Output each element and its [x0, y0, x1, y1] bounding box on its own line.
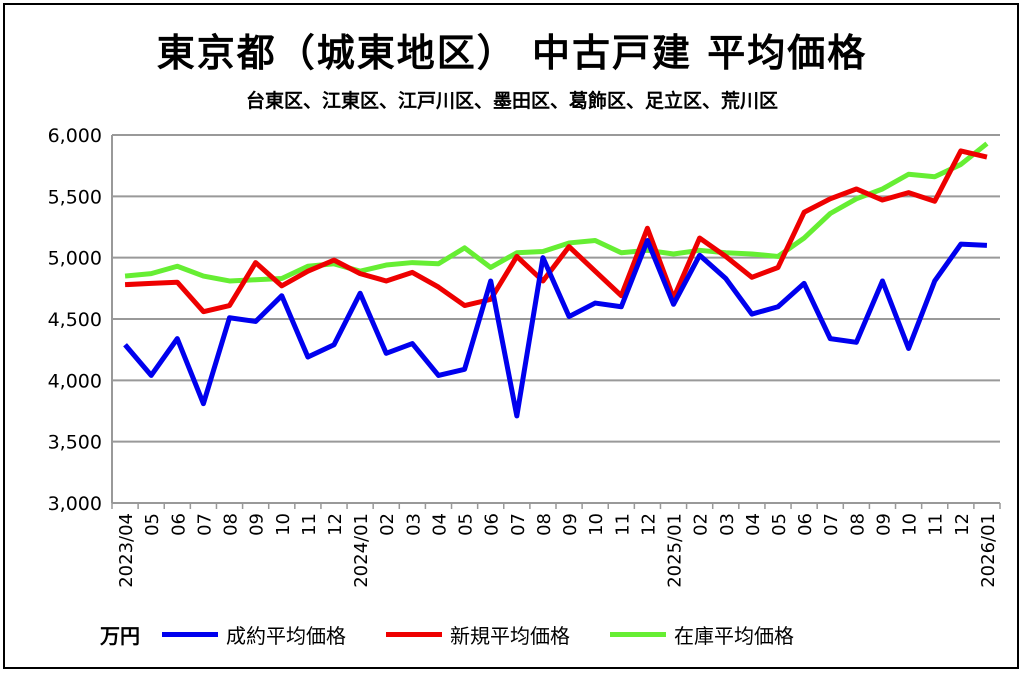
x-tick-label: 11: [926, 513, 947, 536]
x-tick-label: 10: [273, 513, 294, 536]
x-tick-label: 2026/01: [978, 513, 999, 588]
x-tick-label: 04: [429, 513, 450, 536]
x-tick-label: 07: [508, 513, 529, 536]
x-tick-label: 2025/01: [665, 513, 686, 588]
x-tick-label: 05: [456, 513, 477, 536]
y-tick-label: 4,500: [48, 309, 102, 331]
legend-item-contract: 成約平均価格: [162, 620, 346, 649]
x-tick-label: 09: [873, 513, 894, 536]
x-tick-label: 12: [638, 513, 659, 536]
legend-item-new: 新規平均価格: [386, 620, 570, 649]
x-tick-label: 06: [168, 513, 189, 536]
legend-swatch: [386, 632, 442, 637]
legend-swatch: [610, 632, 666, 637]
series-line-0: [123, 237, 988, 419]
chart-title: 東京都（城東地区） 中古戸建 平均価格: [156, 31, 868, 75]
x-tick-label: 09: [560, 513, 581, 536]
legend: 万円 成約平均価格 新規平均価格 在庫平均価格: [100, 620, 834, 649]
x-tick-label: 05: [769, 513, 790, 536]
x-tick-label: 11: [299, 513, 320, 536]
chart-subtitle: 台東区、江東区、江戸川区、墨田区、葛飾区、足立区、荒川区: [245, 90, 778, 112]
x-tick-label: 07: [194, 513, 215, 536]
x-tick-label: 06: [482, 513, 503, 536]
x-tick-label: 08: [221, 513, 242, 536]
x-tick-label: 10: [900, 513, 921, 536]
x-tick-label: 07: [821, 513, 842, 536]
x-tick-label: 04: [743, 513, 764, 536]
y-tick-label: 3,500: [48, 432, 102, 454]
x-tick-label: 10: [586, 513, 607, 536]
x-tick-label: 05: [142, 513, 163, 536]
x-tick-label: 2023/04: [116, 513, 137, 588]
y-tick-label: 3,000: [48, 493, 102, 515]
chart-frame: [3, 3, 1019, 669]
x-tick-label: 08: [847, 513, 868, 536]
x-tick-label: 12: [325, 513, 346, 536]
legend-label: 新規平均価格: [450, 624, 570, 648]
x-tick-label: 2024/01: [351, 513, 372, 588]
x-tick-label: 02: [691, 513, 712, 536]
legend-label: 在庫平均価格: [674, 624, 794, 648]
x-tick-label: 12: [952, 513, 973, 536]
series-line-2: [124, 141, 989, 284]
legend-swatch: [162, 632, 218, 637]
y-tick-label: 4,000: [48, 370, 102, 392]
x-tick-label: 11: [612, 513, 633, 536]
y-tick-label: 6,000: [48, 125, 102, 147]
unit-label: 万円: [100, 624, 140, 648]
x-tick-label: 02: [377, 513, 398, 536]
legend-label: 成約平均価格: [226, 624, 346, 648]
x-tick-label: 06: [795, 513, 816, 536]
y-tick-label: 5,000: [48, 248, 102, 270]
x-tick-label: 09: [247, 513, 268, 536]
x-tick-label: 03: [403, 513, 424, 536]
legend-item-stock: 在庫平均価格: [610, 620, 794, 649]
x-tick-label: 08: [534, 513, 555, 536]
series-line-1: [124, 148, 988, 315]
x-tick-label: 03: [717, 513, 738, 536]
y-tick-label: 5,500: [48, 186, 102, 208]
